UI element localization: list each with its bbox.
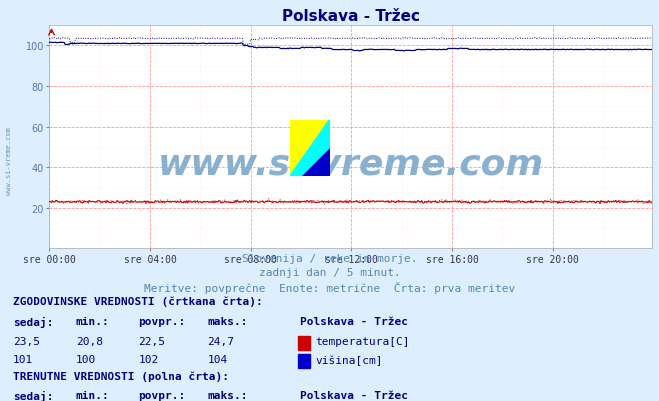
Text: www.si-vreme.com: www.si-vreme.com <box>5 126 12 194</box>
Text: TRENUTNE VREDNOSTI (polna črta):: TRENUTNE VREDNOSTI (polna črta): <box>13 371 229 381</box>
Text: 104: 104 <box>208 354 228 365</box>
Text: 101: 101 <box>13 354 34 365</box>
Text: 100: 100 <box>76 354 96 365</box>
Text: sedaj:: sedaj: <box>13 390 53 401</box>
Text: maks.:: maks.: <box>208 316 248 326</box>
Text: zadnji dan / 5 minut.: zadnji dan / 5 minut. <box>258 267 401 277</box>
Bar <box>298 336 310 350</box>
Polygon shape <box>290 120 330 176</box>
Text: temperatura[C]: temperatura[C] <box>315 336 409 346</box>
Title: Polskava - Tržec: Polskava - Tržec <box>282 8 420 24</box>
Text: povpr.:: povpr.: <box>138 316 186 326</box>
Text: maks.:: maks.: <box>208 390 248 400</box>
Text: Polskava - Tržec: Polskava - Tržec <box>300 390 408 400</box>
Text: www.si-vreme.com: www.si-vreme.com <box>158 147 544 181</box>
Text: min.:: min.: <box>76 390 109 400</box>
Polygon shape <box>302 148 330 176</box>
Text: ZGODOVINSKE VREDNOSTI (črtkana črta):: ZGODOVINSKE VREDNOSTI (črtkana črta): <box>13 296 263 306</box>
Text: sedaj:: sedaj: <box>13 316 53 328</box>
Text: Meritve: povprečne  Enote: metrične  Črta: prva meritev: Meritve: povprečne Enote: metrične Črta:… <box>144 281 515 293</box>
Text: Polskava - Tržec: Polskava - Tržec <box>300 316 408 326</box>
Text: 20,8: 20,8 <box>76 336 103 346</box>
Text: Slovenija / reke in morje.: Slovenija / reke in morje. <box>242 253 417 263</box>
Text: višina[cm]: višina[cm] <box>315 354 382 365</box>
Bar <box>298 354 310 369</box>
Text: min.:: min.: <box>76 316 109 326</box>
Polygon shape <box>290 120 330 176</box>
Text: 23,5: 23,5 <box>13 336 40 346</box>
Text: 22,5: 22,5 <box>138 336 165 346</box>
Text: 24,7: 24,7 <box>208 336 235 346</box>
Text: 102: 102 <box>138 354 159 365</box>
Text: povpr.:: povpr.: <box>138 390 186 400</box>
